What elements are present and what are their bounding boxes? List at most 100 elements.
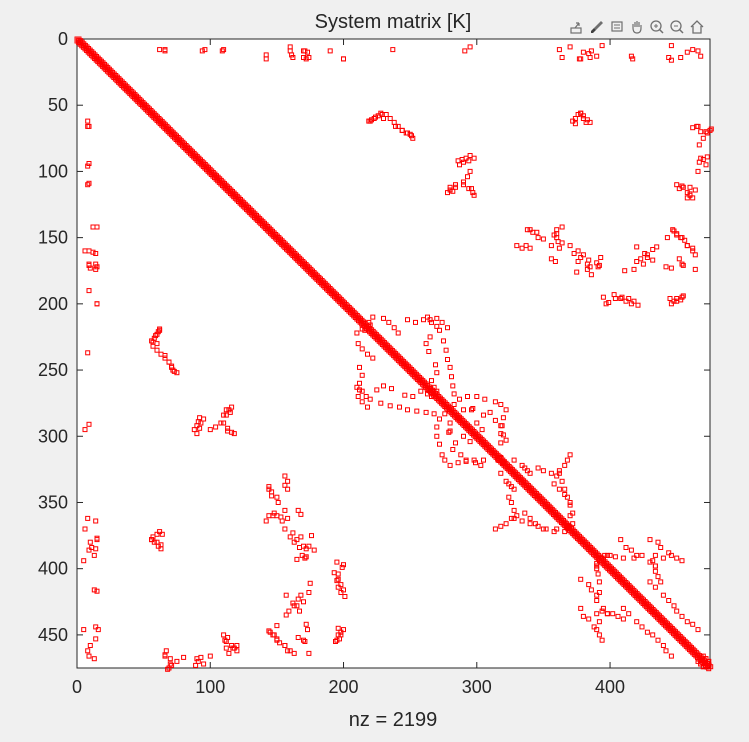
nonzero-marker	[469, 186, 474, 192]
zoom-in-button[interactable]	[648, 18, 666, 36]
nonzero-marker	[410, 135, 416, 141]
nonzero-marker	[290, 55, 296, 60]
nonzero-marker	[618, 296, 624, 301]
nonzero-marker	[548, 256, 554, 262]
nonzero-marker	[559, 55, 565, 60]
nonzero-marker	[445, 190, 450, 196]
nonzero-marker	[467, 439, 473, 445]
nonzero-marker	[492, 417, 498, 423]
nonzero-marker	[453, 440, 458, 446]
nonzero-marker	[680, 184, 686, 190]
nonzero-marker	[442, 411, 448, 417]
nonzero-marker	[663, 648, 669, 654]
nonzero-marker	[679, 613, 685, 619]
nonzero-marker	[594, 566, 600, 572]
nonzero-marker	[402, 392, 408, 398]
data-tips-button[interactable]	[608, 18, 626, 36]
nonzero-marker	[523, 243, 529, 249]
nonzero-marker	[425, 314, 430, 320]
nonzero-marker	[334, 578, 340, 584]
nonzero-marker	[341, 627, 346, 633]
nonzero-marker	[634, 259, 640, 264]
home-button[interactable]	[688, 18, 706, 36]
nonzero-marker	[446, 429, 452, 435]
nonzero-marker	[437, 416, 442, 422]
nonzero-marker	[397, 404, 402, 410]
nonzero-marker	[706, 658, 712, 664]
brush-button[interactable]	[588, 18, 606, 36]
nonzero-marker	[370, 355, 376, 361]
pan-button[interactable]	[628, 18, 646, 36]
nonzero-marker	[399, 127, 405, 133]
nonzero-marker	[207, 653, 213, 659]
nonzero-marker	[594, 53, 600, 59]
nonzero-marker	[301, 55, 306, 60]
nonzero-marker	[670, 227, 676, 233]
nonzero-marker	[690, 245, 696, 251]
nonzero-marker	[366, 118, 372, 124]
nonzero-marker	[234, 643, 240, 648]
nonzero-marker	[556, 47, 562, 53]
nonzero-marker	[634, 244, 640, 250]
nonzero-marker	[155, 329, 161, 335]
y-tick-label: 250	[38, 360, 68, 380]
nonzero-marker	[640, 261, 646, 267]
nonzero-marker	[495, 457, 501, 463]
nonzero-marker	[410, 394, 416, 399]
zoom-out-button[interactable]	[668, 18, 686, 36]
nonzero-marker	[449, 374, 454, 380]
nonzero-marker	[434, 315, 440, 321]
nonzero-marker	[503, 437, 509, 443]
nonzero-marker	[548, 243, 554, 249]
nonzero-marker	[634, 552, 640, 558]
nonzero-marker	[378, 400, 384, 406]
nonzero-marker	[218, 420, 224, 426]
nonzero-marker	[461, 407, 466, 413]
nonzero-marker	[684, 243, 690, 249]
nonzero-marker	[638, 256, 644, 262]
nonzero-marker	[149, 338, 155, 344]
nonzero-marker	[511, 457, 517, 463]
nonzero-marker	[567, 44, 573, 50]
nonzero-marker	[700, 664, 706, 670]
nonzero-marker	[642, 251, 648, 256]
nonzero-marker	[620, 605, 626, 611]
nonzero-marker	[611, 292, 617, 298]
nonzero-marker	[511, 486, 517, 492]
nonzero-marker	[551, 529, 557, 535]
export-button[interactable]	[568, 18, 586, 36]
nonzero-marker	[708, 126, 714, 132]
nonzero-marker	[628, 547, 634, 553]
nonzero-marker	[453, 182, 458, 188]
nonzero-marker	[612, 554, 618, 560]
nonzero-marker	[660, 643, 666, 648]
nonzero-marker	[378, 110, 384, 116]
nonzero-marker	[471, 192, 477, 198]
nonzero-marker	[570, 521, 576, 527]
nonzero-marker	[655, 637, 661, 643]
nonzero-marker	[599, 555, 605, 561]
nonzero-marker	[594, 592, 600, 598]
nonzero-marker	[465, 394, 470, 399]
nonzero-marker	[354, 384, 360, 390]
nonzero-marker	[86, 547, 92, 553]
nonzero-marker	[282, 526, 288, 532]
nonzero-marker	[543, 526, 549, 532]
nonzero-marker	[431, 411, 437, 417]
nonzero-marker	[162, 353, 168, 358]
nonzero-marker	[149, 537, 155, 543]
nonzero-marker	[556, 468, 562, 474]
nonzero-marker	[226, 407, 232, 413]
nonzero-marker	[679, 294, 685, 300]
nonzero-marker	[425, 391, 430, 397]
nonzero-marker	[575, 112, 581, 117]
nonzero-marker	[341, 587, 346, 593]
nonzero-marker	[586, 582, 592, 588]
nonzero-marker	[298, 592, 304, 598]
nonzero-marker	[630, 56, 636, 62]
nonzero-marker	[221, 412, 227, 418]
figure-toolbar	[568, 18, 706, 36]
nonzero-marker	[634, 619, 640, 625]
nonzero-marker	[274, 494, 280, 500]
nonzero-marker	[687, 184, 693, 190]
